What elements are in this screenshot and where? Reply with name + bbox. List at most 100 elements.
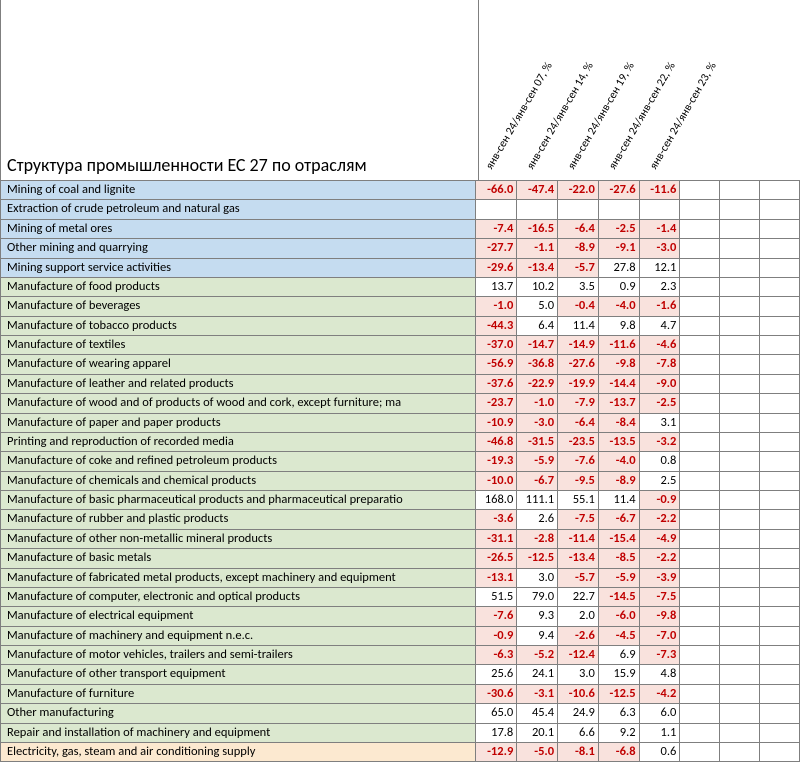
value-cell: -12.5 (517, 549, 558, 568)
value-cell: 25.6 (476, 665, 517, 684)
value-cell: -6.7 (517, 471, 558, 490)
value-cell: -9.8 (639, 607, 680, 626)
empty-cell (720, 394, 760, 413)
value-cell: -36.8 (517, 355, 558, 374)
empty-cell (760, 277, 800, 296)
row-label: Extraction of crude petroleum and natura… (1, 200, 476, 219)
empty-cell (680, 432, 720, 451)
empty-cell (680, 626, 720, 645)
table-row: Manufacture of tobacco products-44.36.41… (1, 316, 800, 335)
empty-cell (720, 219, 760, 238)
value-cell: 51.5 (476, 587, 517, 606)
value-cell: -3.0 (639, 239, 680, 258)
table-row: Manufacture of wood and of products of w… (1, 394, 800, 413)
value-cell: 3.0 (558, 665, 599, 684)
empty-cell (760, 646, 800, 665)
value-cell (598, 200, 639, 219)
value-cell: -7.6 (558, 452, 599, 471)
value-cell: -66.0 (476, 181, 517, 200)
value-cell: -1.0 (476, 297, 517, 316)
value-cell: 9.3 (517, 607, 558, 626)
value-cell: -11.6 (598, 336, 639, 355)
value-cell: -26.5 (476, 549, 517, 568)
empty-cell (760, 665, 800, 684)
empty-cell (680, 704, 720, 723)
value-cell: -14.5 (598, 587, 639, 606)
empty-cell (720, 549, 760, 568)
value-cell: 79.0 (517, 587, 558, 606)
value-cell: -27.6 (558, 355, 599, 374)
value-cell: -12.5 (598, 684, 639, 703)
value-cell: -8.9 (558, 239, 599, 258)
value-cell: -9.1 (598, 239, 639, 258)
value-cell: -5.7 (558, 258, 599, 277)
value-cell: 9.4 (517, 626, 558, 645)
empty-cell (680, 510, 720, 529)
row-label: Manufacture of coke and refined petroleu… (1, 452, 476, 471)
value-cell: -13.4 (517, 258, 558, 277)
value-cell: 12.1 (639, 258, 680, 277)
value-cell: -12.4 (558, 646, 599, 665)
value-cell: -37.6 (476, 374, 517, 393)
value-cell: -3.1 (517, 684, 558, 703)
value-cell: 24.9 (558, 704, 599, 723)
value-cell: 3.0 (517, 568, 558, 587)
empty-cell (680, 258, 720, 277)
empty-cell (760, 200, 800, 219)
value-cell: -7.5 (558, 510, 599, 529)
column-headers: янв-сен 24/янв-сен 07, %янв-сен 24/янв-с… (479, 0, 684, 180)
table-row: Manufacture of basic pharmaceutical prod… (1, 491, 800, 510)
empty-cell (720, 587, 760, 606)
value-cell: -9.8 (598, 355, 639, 374)
value-cell: 27.8 (598, 258, 639, 277)
empty-cell (760, 181, 800, 200)
value-cell: -4.2 (639, 684, 680, 703)
value-cell: 22.7 (558, 587, 599, 606)
value-cell: -1.4 (639, 219, 680, 238)
row-label: Manufacture of rubber and plastic produc… (1, 510, 476, 529)
empty-cell (720, 239, 760, 258)
value-cell: -6.3 (476, 646, 517, 665)
value-cell: -27.6 (598, 181, 639, 200)
table-row: Manufacture of beverages-1.05.0-0.4-4.0-… (1, 297, 800, 316)
value-cell: -13.7 (598, 394, 639, 413)
value-cell: -5.0 (517, 742, 558, 761)
value-cell: -0.4 (558, 297, 599, 316)
value-cell: -3.6 (476, 510, 517, 529)
empty-cell (720, 297, 760, 316)
value-cell: -30.6 (476, 684, 517, 703)
row-label: Manufacture of fabricated metal products… (1, 568, 476, 587)
column-header: янв-сен 24/янв-сен 23, % (643, 0, 684, 180)
value-cell: -12.9 (476, 742, 517, 761)
row-label: Manufacture of chemicals and chemical pr… (1, 471, 476, 490)
empty-cell (760, 626, 800, 645)
empty-cell (680, 297, 720, 316)
value-cell: -19.3 (476, 452, 517, 471)
value-cell: -3.0 (517, 413, 558, 432)
empty-cell (720, 452, 760, 471)
value-cell: 9.2 (598, 723, 639, 742)
value-cell: -10.0 (476, 471, 517, 490)
empty-cell (680, 723, 720, 742)
value-cell: 168.0 (476, 491, 517, 510)
row-label: Manufacture of paper and paper products (1, 413, 476, 432)
value-cell: 2.0 (558, 607, 599, 626)
empty-cell (680, 568, 720, 587)
row-label: Printing and reproduction of recorded me… (1, 432, 476, 451)
value-cell: -2.5 (639, 394, 680, 413)
value-cell: -5.2 (517, 646, 558, 665)
row-label: Manufacture of beverages (1, 297, 476, 316)
empty-cell (680, 452, 720, 471)
value-cell: 11.4 (558, 316, 599, 335)
value-cell: 0.9 (598, 277, 639, 296)
table-row: Manufacture of leather and related produ… (1, 374, 800, 393)
row-label: Electricity, gas, steam and air conditio… (1, 742, 476, 761)
empty-cell (760, 336, 800, 355)
value-cell: -6.7 (598, 510, 639, 529)
table-row: Manufacture of motor vehicles, trailers … (1, 646, 800, 665)
table-row: Manufacture of fabricated metal products… (1, 568, 800, 587)
empty-cell (720, 646, 760, 665)
value-cell: -6.4 (558, 413, 599, 432)
row-label: Other mining and quarrying (1, 239, 476, 258)
value-cell: -22.9 (517, 374, 558, 393)
